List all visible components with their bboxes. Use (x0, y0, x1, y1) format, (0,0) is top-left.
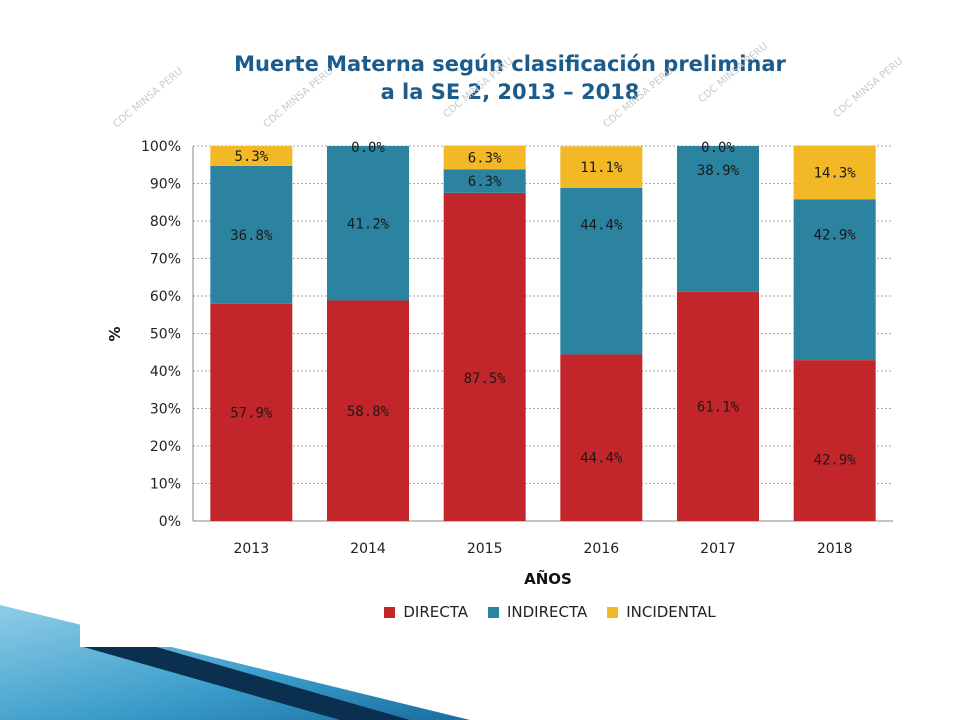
slide-corner-stripe (80, 625, 410, 720)
chart-title-line-2: a la SE 2, 2013 – 2018 (380, 80, 640, 104)
x-tick-label: 2013 (234, 541, 270, 557)
data-label: 6.3% (468, 150, 502, 166)
y-tick-label: 10% (150, 477, 181, 493)
watermark-text: CDC MINSA PERU (442, 56, 516, 120)
watermark-text: CDC MINSA PERU (112, 66, 186, 130)
y-tick-label: 90% (150, 177, 181, 193)
data-label: 42.9% (814, 227, 857, 243)
data-label: 5.3% (234, 149, 268, 165)
legend-item-incidental: INCIDENTAL (607, 603, 716, 621)
y-tick-label: 70% (150, 252, 181, 268)
x-tick-label: 2016 (584, 541, 620, 557)
x-axis-title: AÑOS (524, 569, 572, 588)
bar-segment-directa (210, 303, 293, 521)
y-tick-label: 80% (150, 214, 181, 230)
chart-title: Muerte Materna según clasificación preli… (180, 50, 840, 106)
data-label: 87.5% (464, 371, 507, 387)
data-label: 0.0% (701, 140, 735, 156)
bar-segment-incidental (793, 145, 876, 200)
bar-segment-indirecta (327, 146, 409, 301)
bar-segment-indirecta (560, 188, 643, 355)
data-label: 11.1% (580, 160, 623, 176)
y-tick-label: 60% (150, 289, 181, 305)
bar-segment-indirecta (210, 165, 293, 304)
watermark-text: CDC MINSA PERU (697, 41, 771, 105)
legend-swatch (487, 606, 499, 618)
y-tick-label: 30% (150, 402, 181, 418)
bar-segment-incidental (443, 145, 526, 170)
bar-segment-directa (443, 192, 526, 521)
data-label: 6.3% (468, 174, 502, 190)
legend-item-directa: DIRECTA (384, 603, 468, 621)
bar-segment-indirecta (793, 199, 876, 361)
bar-segment-incidental (560, 146, 643, 188)
x-tick-label: 2018 (817, 541, 853, 557)
data-label: 44.4% (580, 451, 623, 467)
x-tick-label: 2014 (350, 541, 386, 557)
bar-segment-directa (327, 300, 409, 521)
legend-item-indirecta: INDIRECTA (487, 603, 588, 621)
bar-segment-indirecta (677, 146, 759, 292)
data-label: 42.9% (814, 453, 857, 469)
x-tick-label: 2015 (467, 541, 503, 557)
bar-segment-directa (793, 360, 876, 521)
watermark-text: CDC MINSA PERU (832, 56, 906, 120)
x-tick-label: 2017 (700, 541, 736, 557)
data-label: 14.3% (814, 165, 857, 181)
bar-segment-directa (560, 354, 643, 521)
legend-swatch (607, 606, 619, 618)
legend-label: DIRECTA (403, 603, 468, 621)
y-axis-title: % (106, 326, 124, 341)
y-tick-label: 20% (150, 439, 181, 455)
data-label: 41.2% (347, 216, 390, 232)
data-label: 58.8% (347, 404, 390, 420)
chart-title-line-1: Muerte Materna según clasificación preli… (234, 52, 786, 76)
bar-segment-incidental (210, 146, 293, 166)
legend-label: INCIDENTAL (626, 603, 716, 621)
legend-label: INDIRECTA (506, 603, 588, 621)
watermark-text: CDC MINSA PERU (602, 66, 676, 130)
data-label: 36.8% (230, 228, 273, 244)
bar-segment-indirecta (443, 169, 526, 193)
chart-legend: DIRECTA INDIRECTA INCIDENTAL (0, 603, 960, 621)
legend-swatch (384, 606, 396, 618)
watermark-text: CDC MINSA PERU (262, 66, 336, 130)
y-tick-label: 40% (150, 364, 181, 380)
data-label: 61.1% (697, 399, 740, 415)
data-label: 38.9% (697, 163, 740, 179)
data-label: 57.9% (230, 405, 273, 421)
bar-segment-directa (677, 291, 759, 521)
y-tick-label: 0% (159, 514, 181, 530)
y-tick-label: 50% (150, 327, 181, 343)
data-label: 0.0% (351, 140, 385, 156)
data-label: 44.4% (580, 218, 623, 234)
y-tick-label: 100% (141, 139, 181, 155)
